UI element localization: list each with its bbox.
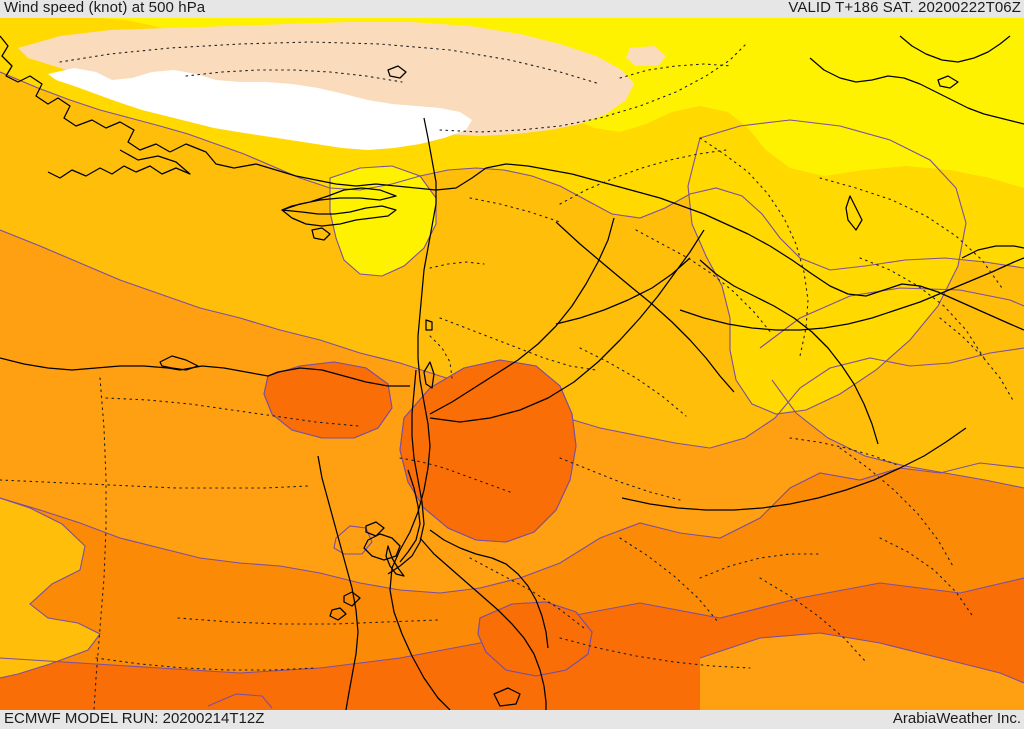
- libya-coast: [0, 357, 181, 371]
- border-heavy-sa-e: [679, 257, 1024, 331]
- border-misc-g: [619, 63, 733, 79]
- border-egypt-sudan: [177, 617, 439, 625]
- border-heavy-sa-jo: [429, 217, 615, 415]
- border-misc-f: [939, 317, 1015, 403]
- island-small-a: [311, 227, 331, 241]
- sea-of-galilee: [425, 319, 433, 331]
- contour-lines-cores: [263, 359, 593, 677]
- border-heavy-extra: [621, 427, 967, 511]
- arabia-west-coast: [429, 529, 549, 649]
- border-iraq-iran: [699, 137, 809, 357]
- fill-band-6-lobe: [700, 633, 1024, 710]
- fill-band-2-blob-b: [288, 52, 330, 72]
- border-jordan-saudi: [439, 317, 597, 371]
- border-egypt-east: [105, 397, 359, 427]
- border-uae: [789, 437, 901, 467]
- border-misc-i: [469, 197, 561, 223]
- iran-border: [809, 57, 1024, 125]
- coastline-anatolia-south: [169, 143, 1024, 331]
- fill-band-2-blob-a: [56, 38, 128, 62]
- border-saudi-yemen: [559, 637, 751, 669]
- coastline-redsea-west: [317, 455, 359, 710]
- provider-label: ArabiaWeather Inc.: [892, 710, 1021, 727]
- gulf-qatar: [845, 195, 863, 231]
- tigris-euphrates: [555, 221, 735, 393]
- border-syria-iraq: [559, 149, 727, 205]
- border-heavy-neutral: [555, 257, 691, 325]
- nile-delta: [363, 533, 401, 561]
- fill-band-3-tongue: [330, 166, 436, 276]
- persian-gulf-coast: [699, 259, 879, 445]
- border-egypt-libya: [93, 377, 107, 710]
- map-header-bar: Wind speed (knot) at 500 hPa VALID T+186…: [0, 0, 1024, 18]
- dead-sea: [423, 361, 435, 389]
- border-sinai-line: [399, 457, 511, 493]
- lake-b: [493, 687, 521, 707]
- border-sudan-chad: [95, 657, 317, 671]
- fill-band-4-pool: [688, 120, 966, 414]
- model-run-label: ECMWF MODEL RUN: 20200214T12Z: [4, 710, 265, 727]
- fill-band-1: [48, 68, 472, 150]
- coastline-turkey-south: [47, 149, 191, 179]
- suez-gulf: [385, 545, 405, 577]
- border-misc-h: [185, 69, 403, 83]
- coastline-redsea-east: [419, 537, 547, 710]
- border-yemen-oman: [759, 577, 867, 663]
- fill-band-2-blob-f: [234, 42, 282, 60]
- island-small-b: [387, 65, 407, 79]
- border-saudi-oman: [839, 447, 955, 569]
- nile-river: [387, 369, 425, 575]
- border-turkey-syria: [439, 41, 749, 133]
- border-israel-jordan: [429, 335, 453, 379]
- border-iraq-saudi: [635, 229, 773, 335]
- border-misc-c: [619, 537, 719, 623]
- border-iran-inner: [819, 177, 1003, 289]
- island-e: [329, 607, 347, 621]
- coastline-aegean: [0, 35, 171, 153]
- map-footer-bar: ECMWF MODEL RUN: 20200214T12Z ArabiaWeat…: [0, 710, 1024, 729]
- border-heavy-sa-iq: [429, 229, 705, 423]
- coastline-levant: [389, 117, 451, 710]
- coastline-detail-libya: [159, 355, 199, 371]
- coastline-egypt-med: [277, 367, 410, 387]
- island-d: [343, 591, 361, 607]
- page-title: Wind speed (knot) at 500 hPa: [4, 0, 206, 16]
- fill-band-5-left: [0, 498, 100, 678]
- coastlines: [0, 35, 1024, 710]
- map-canvas[interactable]: [0, 18, 1024, 710]
- valid-time-label: VALID T+186 SAT. 20200222T06Z: [788, 0, 1021, 16]
- coastline-cyprus-body: [281, 205, 397, 227]
- coastline-sinai: [399, 469, 421, 563]
- island-c: [365, 521, 385, 537]
- wind-speed-contour-map: [0, 18, 1024, 710]
- lake-a: [937, 75, 959, 89]
- border-misc-b: [469, 557, 585, 629]
- border-misc-d: [699, 553, 821, 579]
- coastline-egypt-med-2: [179, 365, 279, 377]
- coastline-cyprus: [281, 187, 397, 211]
- fill-band-2-blob-e: [626, 46, 666, 66]
- coast-arabia-se: [961, 245, 1024, 259]
- caspian-coast: [899, 35, 1011, 63]
- country-borders: [0, 41, 1015, 710]
